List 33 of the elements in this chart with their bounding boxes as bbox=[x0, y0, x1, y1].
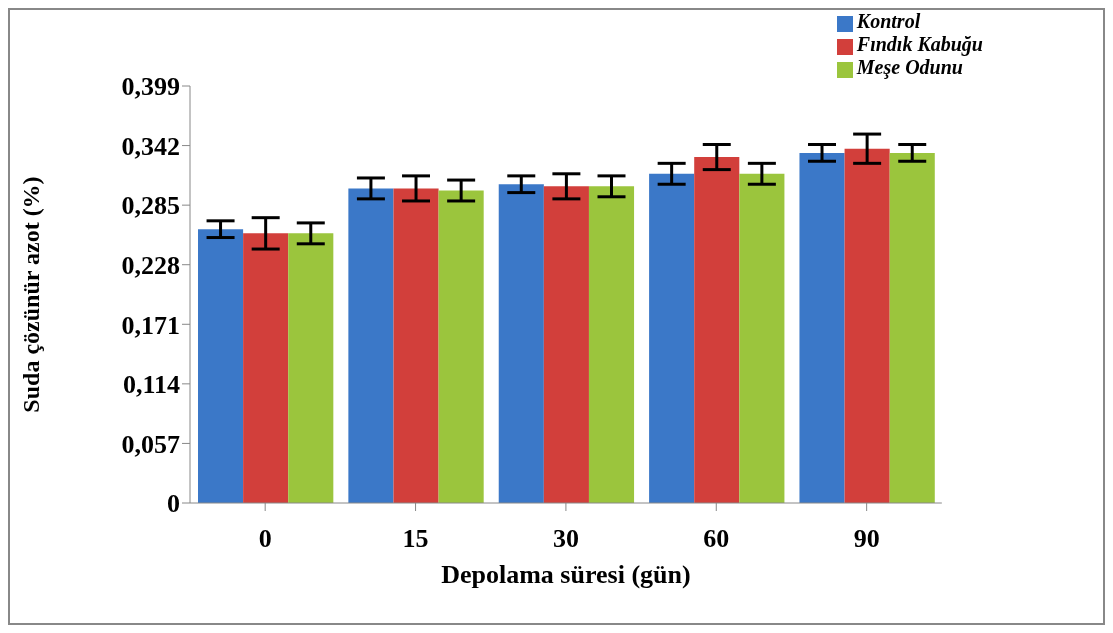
bar bbox=[649, 173, 695, 503]
legend-label: Meşe Odunu bbox=[856, 56, 963, 78]
y-tick-label: 0,114 bbox=[122, 370, 180, 400]
legend-label: Kontrol bbox=[856, 10, 921, 32]
y-tick-label: 0,057 bbox=[121, 429, 180, 459]
x-axis-title: Depolama süresi (gün) bbox=[441, 560, 691, 589]
y-tick-label: 0,171 bbox=[121, 310, 180, 340]
bar bbox=[198, 229, 244, 503]
y-tick-label: 0,228 bbox=[121, 250, 180, 280]
bar bbox=[243, 233, 289, 503]
y-axis-title: Suda çözünür azot (%) bbox=[17, 176, 44, 413]
y-tick-label: 0,342 bbox=[121, 131, 180, 161]
bar bbox=[393, 188, 439, 503]
bar bbox=[438, 190, 484, 503]
x-tick-label: 30 bbox=[552, 524, 579, 554]
bar bbox=[694, 157, 740, 503]
bar bbox=[348, 188, 394, 503]
x-tick-label: 15 bbox=[402, 524, 429, 554]
y-tick-label: 0,399 bbox=[121, 72, 180, 102]
bar bbox=[588, 186, 635, 503]
y-tick-label: 0,285 bbox=[121, 191, 180, 221]
bar bbox=[498, 184, 544, 503]
bar bbox=[288, 233, 334, 503]
x-tick-label: 60 bbox=[703, 524, 730, 554]
y-tick-label: 0 bbox=[167, 489, 180, 519]
x-tick-label: 90 bbox=[853, 524, 880, 554]
bar bbox=[844, 148, 890, 503]
bar bbox=[543, 186, 589, 503]
bar bbox=[889, 152, 935, 503]
legend-label: Fındık Kabuğu bbox=[856, 33, 983, 55]
bar bbox=[799, 152, 845, 503]
bar bbox=[739, 173, 785, 503]
x-tick-label: 0 bbox=[258, 524, 272, 554]
